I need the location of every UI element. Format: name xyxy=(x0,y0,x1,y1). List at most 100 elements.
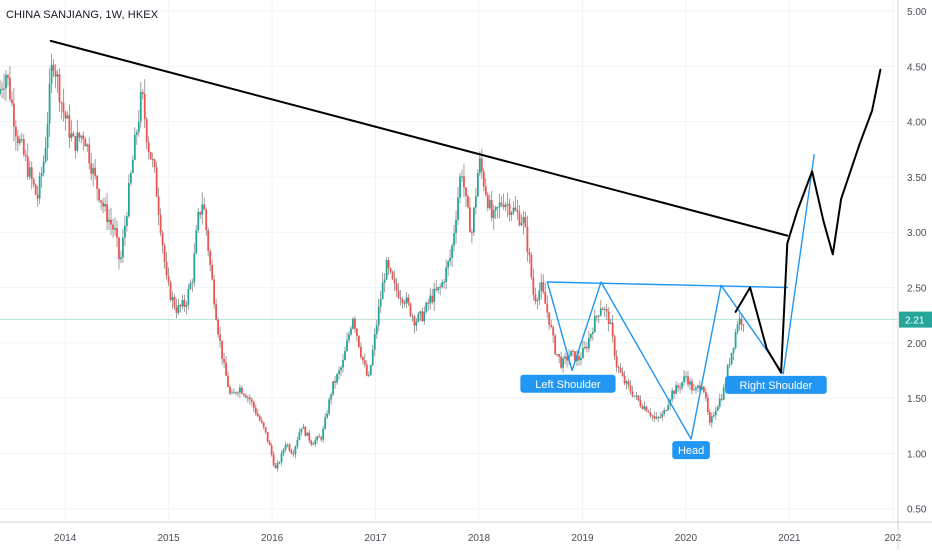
candle-body xyxy=(118,237,120,260)
candle-body xyxy=(201,204,204,215)
candle-body xyxy=(708,411,711,423)
candle-body xyxy=(643,406,646,409)
candle-body xyxy=(254,407,257,414)
candle-body xyxy=(542,282,545,292)
candle-body xyxy=(153,159,156,168)
candle-body xyxy=(302,426,305,429)
x-tick-label: 2021 xyxy=(778,533,801,544)
candle-body xyxy=(716,406,719,411)
candle-body xyxy=(605,309,608,312)
candle-body xyxy=(488,200,491,208)
candle-body xyxy=(352,318,354,329)
candle-body xyxy=(122,237,124,258)
projection-path xyxy=(734,68,882,374)
annotation-text: Right Shoulder xyxy=(740,380,813,392)
candle-body xyxy=(621,372,624,376)
candle-body xyxy=(244,395,247,398)
candle-body xyxy=(177,304,180,313)
candle-body xyxy=(151,159,154,161)
annotation-text: Head xyxy=(678,445,704,457)
candle-body xyxy=(80,135,83,138)
candle-body xyxy=(171,297,174,300)
candle-body xyxy=(665,410,668,412)
candle-body xyxy=(169,281,172,300)
candle-body xyxy=(30,167,33,180)
chart-title: CHINA SANJIANG, 1W, HKEX xyxy=(6,9,159,21)
candle-body xyxy=(348,334,350,341)
candle-body xyxy=(20,139,23,141)
candle-body xyxy=(465,187,467,197)
candle-body xyxy=(363,360,366,365)
candle-body xyxy=(653,416,656,419)
candle-body xyxy=(425,302,428,312)
candle-body xyxy=(338,370,340,375)
candle-body xyxy=(480,158,483,172)
candle-body xyxy=(274,465,277,469)
y-tick-label: 1.00 xyxy=(907,449,927,460)
candle-body xyxy=(44,147,47,162)
y-tick-label: 0.50 xyxy=(907,505,927,516)
candle-body xyxy=(173,297,176,308)
candle-body xyxy=(589,334,592,338)
candle-body xyxy=(326,413,329,418)
candle-body xyxy=(328,399,331,414)
head-shoulders-zigzag xyxy=(546,154,815,440)
candle-body xyxy=(264,427,267,433)
candle-body xyxy=(582,348,584,359)
candle-body xyxy=(524,216,527,227)
candle-body xyxy=(476,173,479,197)
candle-body xyxy=(68,115,71,138)
candle-body xyxy=(365,364,368,376)
candle-body xyxy=(120,257,122,260)
candle-body xyxy=(706,397,709,412)
candle-body xyxy=(258,416,261,421)
candle-body xyxy=(290,450,293,454)
candle-body xyxy=(455,219,457,234)
candle-body xyxy=(449,257,451,262)
candle-body xyxy=(268,441,271,446)
candle-body xyxy=(574,351,576,362)
candle-body xyxy=(94,167,97,176)
candle-body xyxy=(641,406,644,409)
candle-body xyxy=(623,375,626,384)
candle-body xyxy=(209,250,212,265)
x-tick-label: 2017 xyxy=(364,533,387,544)
candle-body xyxy=(550,325,553,327)
candle-body xyxy=(312,443,315,445)
candle-body xyxy=(5,74,7,89)
x-tick-label: 2016 xyxy=(261,533,284,544)
candle-body xyxy=(518,212,521,226)
x-tick-label: 2014 xyxy=(54,533,77,544)
candle-body xyxy=(629,385,632,392)
candle-body xyxy=(260,420,263,423)
candle-body xyxy=(677,385,679,388)
candle-body xyxy=(613,336,616,357)
candle-body xyxy=(736,324,739,332)
candle-body xyxy=(506,203,509,205)
candle-body xyxy=(552,326,555,336)
candle-body xyxy=(215,304,218,320)
candle-body xyxy=(663,410,666,414)
candle-body xyxy=(494,207,497,211)
candle-body xyxy=(143,93,146,120)
candle-body xyxy=(443,282,446,284)
candle-body xyxy=(187,289,190,305)
candle-body xyxy=(572,350,574,352)
candle-body xyxy=(413,316,416,326)
candle-body xyxy=(10,99,13,104)
candle-body xyxy=(125,216,128,226)
candle-body xyxy=(106,204,108,223)
candle-body xyxy=(459,176,461,198)
candle-body xyxy=(181,300,184,307)
candle-body xyxy=(599,308,602,316)
candle-body xyxy=(42,161,45,173)
candle-body xyxy=(292,453,295,455)
candle-body xyxy=(738,318,741,325)
candle-body xyxy=(469,207,471,233)
grid xyxy=(0,0,898,522)
candle-body xyxy=(732,347,735,353)
candle-body xyxy=(276,462,279,469)
candle-body xyxy=(467,196,469,208)
candle-body xyxy=(322,428,325,440)
